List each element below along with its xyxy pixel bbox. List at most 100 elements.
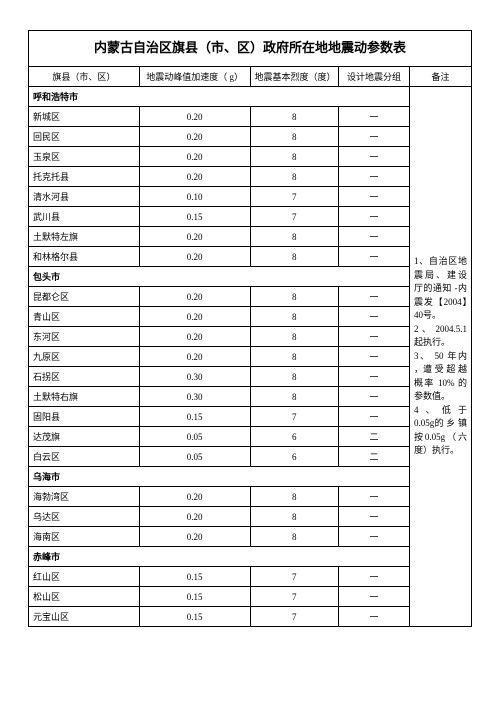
cell-intensity: 7 <box>250 587 339 607</box>
table-row: 松山区0.157一 <box>29 587 472 607</box>
section-name: 呼和浩特市 <box>29 87 410 107</box>
cell-group: 一 <box>339 507 410 527</box>
cell-accel: 0.20 <box>139 167 250 187</box>
cell-group: 一 <box>339 567 410 587</box>
cell-group: 一 <box>339 407 410 427</box>
table-row: 青山区0.208一 <box>29 307 472 327</box>
cell-region: 昆都仑区 <box>29 287 140 307</box>
cell-region: 海南区 <box>29 527 140 547</box>
cell-region: 松山区 <box>29 587 140 607</box>
cell-group: 一 <box>339 227 410 247</box>
cell-region: 托克托县 <box>29 167 140 187</box>
cell-intensity: 8 <box>250 507 339 527</box>
cell-region: 海勃湾区 <box>29 487 140 507</box>
cell-region: 东河区 <box>29 327 140 347</box>
cell-group: 一 <box>339 147 410 167</box>
cell-accel: 0.10 <box>139 187 250 207</box>
cell-region: 新城区 <box>29 107 140 127</box>
cell-intensity: 7 <box>250 607 339 627</box>
cell-intensity: 8 <box>250 147 339 167</box>
cell-region: 石拐区 <box>29 367 140 387</box>
cell-intensity: 8 <box>250 167 339 187</box>
cell-intensity: 8 <box>250 327 339 347</box>
cell-intensity: 8 <box>250 107 339 127</box>
cell-accel: 0.05 <box>139 447 250 467</box>
cell-accel: 0.20 <box>139 127 250 147</box>
cell-group: 一 <box>339 187 410 207</box>
col-header-accel: 地震动峰值加速度（ g） <box>139 67 250 87</box>
cell-accel: 0.15 <box>139 407 250 427</box>
table-row: 回民区0.208一 <box>29 127 472 147</box>
cell-group: 一 <box>339 367 410 387</box>
cell-accel: 0.30 <box>139 387 250 407</box>
col-header-group: 设计地震分组 <box>339 67 410 87</box>
cell-group: 一 <box>339 127 410 147</box>
cell-group: 一 <box>339 287 410 307</box>
cell-intensity: 8 <box>250 247 339 267</box>
col-header-region: 旗县（市、区） <box>29 67 140 87</box>
cell-accel: 0.20 <box>139 107 250 127</box>
table-row: 海南区0.208一 <box>29 527 472 547</box>
table-row: 玉泉区0.208一 <box>29 147 472 167</box>
cell-group: 一 <box>339 307 410 327</box>
cell-group: 一 <box>339 587 410 607</box>
cell-region: 土默特右旗 <box>29 387 140 407</box>
table-row: 清水河县0.107一 <box>29 187 472 207</box>
cell-group: 二 <box>339 447 410 467</box>
cell-accel: 0.15 <box>139 587 250 607</box>
table-row: 土默特右旗0.308一 <box>29 387 472 407</box>
cell-region: 玉泉区 <box>29 147 140 167</box>
parameters-table: 旗县（市、区） 地震动峰值加速度（ g） 地震基本烈度（度） 设计地震分组 备注… <box>28 66 472 627</box>
cell-intensity: 7 <box>250 567 339 587</box>
cell-intensity: 6 <box>250 427 339 447</box>
cell-group: 二 <box>339 427 410 447</box>
table-row: 昆都仑区0.208一 <box>29 287 472 307</box>
cell-accel: 0.20 <box>139 247 250 267</box>
cell-group: 一 <box>339 207 410 227</box>
cell-accel: 0.20 <box>139 487 250 507</box>
table-row: 托克托县0.208一 <box>29 167 472 187</box>
cell-group: 一 <box>339 347 410 367</box>
cell-region: 和林格尔县 <box>29 247 140 267</box>
cell-intensity: 8 <box>250 487 339 507</box>
cell-accel: 0.15 <box>139 207 250 227</box>
table-row: 土默特左旗0.208一 <box>29 227 472 247</box>
cell-region: 九原区 <box>29 347 140 367</box>
table-row: 红山区0.157一 <box>29 567 472 587</box>
cell-accel: 0.20 <box>139 327 250 347</box>
cell-region: 红山区 <box>29 567 140 587</box>
page-title: 内蒙古自治区旗县（市、区）政府所在地地震动参数表 <box>28 30 472 66</box>
cell-region: 武川县 <box>29 207 140 227</box>
cell-accel: 0.15 <box>139 567 250 587</box>
cell-intensity: 6 <box>250 447 339 467</box>
cell-region: 固阳县 <box>29 407 140 427</box>
cell-region: 回民区 <box>29 127 140 147</box>
cell-accel: 0.15 <box>139 607 250 627</box>
table-section-row: 赤峰市 <box>29 547 472 567</box>
cell-intensity: 7 <box>250 407 339 427</box>
cell-intensity: 7 <box>250 207 339 227</box>
table-row: 武川县0.157一 <box>29 207 472 227</box>
cell-region: 元宝山区 <box>29 607 140 627</box>
table-section-row: 包头市 <box>29 267 472 287</box>
table-row: 固阳县0.157一 <box>29 407 472 427</box>
cell-region: 达茂旗 <box>29 427 140 447</box>
cell-intensity: 8 <box>250 367 339 387</box>
cell-accel: 0.20 <box>139 527 250 547</box>
table-row: 新城区0.208一 <box>29 107 472 127</box>
table-header-row: 旗县（市、区） 地震动峰值加速度（ g） 地震基本烈度（度） 设计地震分组 备注 <box>29 67 472 87</box>
cell-accel: 0.05 <box>139 427 250 447</box>
cell-group: 一 <box>339 487 410 507</box>
table-row: 白云区0.056二 <box>29 447 472 467</box>
table-row: 东河区0.208一 <box>29 327 472 347</box>
cell-group: 一 <box>339 327 410 347</box>
cell-intensity: 8 <box>250 287 339 307</box>
table-row: 乌达区0.208一 <box>29 507 472 527</box>
cell-intensity: 8 <box>250 307 339 327</box>
cell-region: 土默特左旗 <box>29 227 140 247</box>
cell-accel: 0.20 <box>139 147 250 167</box>
cell-intensity: 7 <box>250 187 339 207</box>
table-row: 九原区0.208一 <box>29 347 472 367</box>
cell-intensity: 8 <box>250 527 339 547</box>
cell-group: 一 <box>339 607 410 627</box>
